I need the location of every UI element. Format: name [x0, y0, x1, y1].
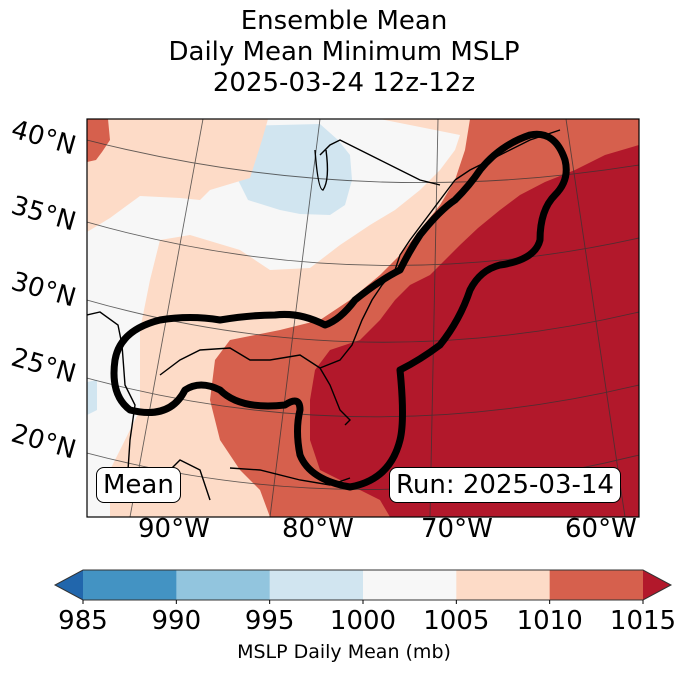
title-line-1: Ensemble Mean [240, 6, 448, 36]
lon-label-90w: 90°W [138, 514, 210, 544]
colorbar-tick-label: 985 [58, 606, 108, 636]
lon-label-80w: 80°W [282, 514, 354, 544]
colorbar-bin [83, 570, 177, 600]
colorbar-tick-label: 1005 [423, 606, 490, 636]
run-date-annotation-box: Run: 2025-03-14 [389, 467, 621, 503]
colorbar-bin [456, 570, 551, 600]
colorbar-extend-high [643, 570, 671, 600]
colorbar-tick-label: 1015 [609, 606, 677, 636]
colorbar-label: MSLP Daily Mean (mb) [237, 641, 451, 663]
lon-label-60w: 60°W [565, 514, 637, 544]
colorbar [53, 569, 673, 604]
colorbar-tick-label: 995 [244, 606, 295, 636]
colorbar-tick-label: 990 [151, 606, 202, 636]
title-line-3: 2025-03-24 12z-12z [212, 68, 476, 98]
map-frame [86, 118, 640, 518]
title-line-2: Daily Mean Minimum MSLP [168, 37, 520, 67]
field-1005-1010-nw [87, 119, 268, 232]
lon-label-70w: 70°W [421, 514, 493, 544]
colorbar-tick-label: 1000 [329, 606, 397, 636]
contour-track-outline [110, 130, 570, 491]
colorbar-tick-label: 1010 [516, 606, 583, 636]
colorbar-bin [176, 570, 271, 600]
colorbar-bin [549, 570, 644, 600]
colorbar-bin [363, 570, 457, 600]
mean-annotation-box: Mean [96, 467, 181, 503]
colorbar-bin [269, 570, 364, 600]
field-995-1000 [238, 124, 352, 215]
field-995-1000-sw [87, 380, 97, 415]
mslp-field [87, 119, 639, 517]
field-above-1015 [310, 145, 639, 517]
field-1010-1015-nw [87, 119, 110, 162]
colorbar-extend-low [55, 570, 83, 600]
